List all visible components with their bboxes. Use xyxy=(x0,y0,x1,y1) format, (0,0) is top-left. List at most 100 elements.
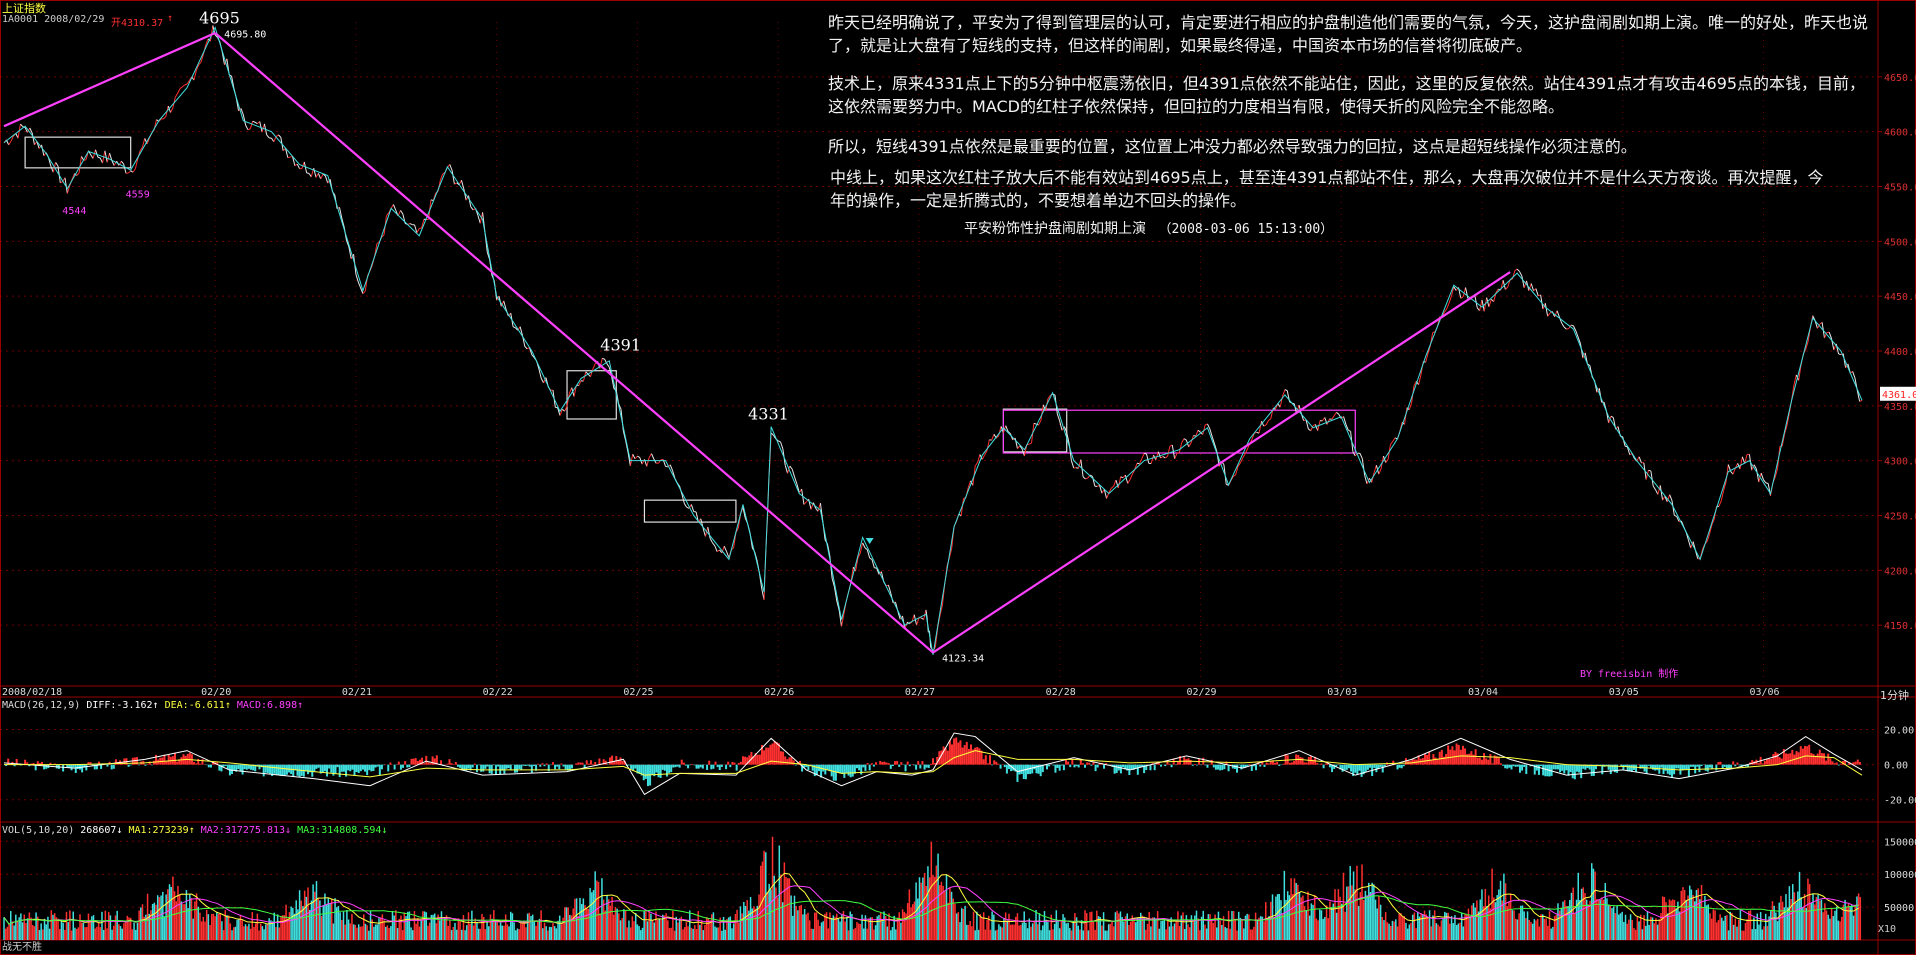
price-segment xyxy=(205,38,209,45)
price-segment xyxy=(163,116,167,120)
price-segment xyxy=(916,617,920,626)
price-segment xyxy=(833,586,838,602)
price-segment xyxy=(1786,413,1790,426)
price-tick-label: 4500.00 xyxy=(1884,237,1916,248)
price-segment xyxy=(470,206,474,211)
price-segment xyxy=(627,452,631,466)
price-segment xyxy=(1465,287,1469,299)
footer-left: 战无不胜 xyxy=(2,942,42,953)
price-segment xyxy=(1657,485,1661,495)
down-arrow-marker xyxy=(865,538,874,545)
price-segment xyxy=(1676,516,1680,522)
price-segment xyxy=(1432,331,1436,333)
price-segment xyxy=(158,118,162,122)
price-segment xyxy=(167,105,172,113)
price-segment xyxy=(1446,302,1450,309)
volume-ma3-line xyxy=(3,895,1859,925)
price-segment xyxy=(1202,424,1206,435)
price-segment xyxy=(317,173,322,179)
price-segment xyxy=(773,434,777,440)
price-segment xyxy=(1258,421,1262,434)
price-segment xyxy=(1066,432,1070,444)
price-segment xyxy=(468,195,472,208)
price-segment xyxy=(559,409,563,416)
price-segment xyxy=(1314,424,1319,431)
price-segment xyxy=(1345,424,1349,431)
price-segment xyxy=(1793,374,1797,386)
price-segment xyxy=(1706,533,1710,542)
price-segment xyxy=(984,450,988,456)
price-segment xyxy=(1378,468,1382,475)
macd-value: MACD:6.898 xyxy=(236,700,298,711)
date-label: 03/06 xyxy=(1749,687,1779,698)
price-segment xyxy=(374,243,378,256)
price-segment xyxy=(1725,464,1729,483)
price-segment xyxy=(669,464,674,471)
price-tick-label: 4650.00 xyxy=(1884,73,1916,84)
macd-diff: DIFF:-3.162 xyxy=(86,700,153,711)
price-segment xyxy=(960,498,964,517)
price-segment xyxy=(1101,489,1105,494)
vol-ma3: MA3:314808.594 xyxy=(297,825,382,836)
price-segment xyxy=(1033,422,1037,425)
price-segment xyxy=(815,508,819,512)
price-segment xyxy=(414,224,418,234)
period-label: 1分钟 xyxy=(1880,689,1909,702)
price-segment xyxy=(590,368,594,377)
price-segment xyxy=(240,108,244,115)
price-segment xyxy=(568,387,573,394)
price-segment xyxy=(60,181,63,184)
price-segment xyxy=(1070,460,1075,469)
price-segment xyxy=(1516,268,1520,272)
trend-line xyxy=(932,271,1511,654)
price-segment xyxy=(130,170,134,173)
price-segment xyxy=(866,549,871,559)
price-segment xyxy=(1324,417,1328,425)
price-segment xyxy=(1268,418,1272,421)
price-segment xyxy=(1392,437,1396,442)
price-segment xyxy=(1530,283,1535,292)
price-segment xyxy=(629,454,634,466)
price-segment xyxy=(55,162,59,167)
price-segment xyxy=(1263,424,1267,427)
price-segment xyxy=(1774,468,1779,478)
price-segment xyxy=(1385,458,1389,463)
price-segment xyxy=(193,70,197,81)
comment-paragraph-4: 中线上，如果这次红柱子放大后不能有效站到4695点上，甚至连4391点都站不住，… xyxy=(830,168,1824,210)
price-segment xyxy=(109,153,113,161)
price-segment xyxy=(1305,419,1309,430)
price-segment xyxy=(1103,489,1108,499)
price-segment xyxy=(1798,364,1802,381)
price-segment xyxy=(1127,479,1131,484)
price-tick-label: 4150.00 xyxy=(1884,621,1916,632)
price-segment xyxy=(1211,436,1215,445)
price-segment xyxy=(826,543,831,556)
price-segment xyxy=(1495,288,1499,293)
price-segment xyxy=(313,168,317,178)
price-segment xyxy=(324,175,329,184)
price-segment xyxy=(1005,425,1009,432)
price-segment xyxy=(1453,286,1457,291)
price-segment xyxy=(1709,524,1713,535)
price-segment xyxy=(503,300,507,310)
price-segment xyxy=(146,137,150,145)
price-segment xyxy=(524,346,528,350)
price-segment xyxy=(1188,442,1192,448)
price-segment xyxy=(292,156,296,166)
price-segment xyxy=(1842,353,1847,368)
volume-tick-label: 50000 xyxy=(1884,903,1914,914)
date-label: 2008/02/18 xyxy=(2,687,62,698)
price-segment xyxy=(887,584,892,594)
price-segment xyxy=(1570,324,1574,327)
price-segment xyxy=(1028,442,1032,445)
price-segment xyxy=(1544,303,1549,317)
date-label: 02/21 xyxy=(342,687,372,698)
price-segment xyxy=(1425,353,1429,363)
price-segment xyxy=(1233,474,1236,477)
vol-label: VOL(5,10,20) 268607↓ MA1:273239↑ MA2:317… xyxy=(2,825,388,836)
price-segment xyxy=(1141,453,1145,459)
price-segment xyxy=(1784,425,1788,434)
macd-tick-label: 20.00 xyxy=(1884,726,1914,737)
price-segment xyxy=(1486,297,1490,308)
price-segment xyxy=(1260,421,1265,427)
